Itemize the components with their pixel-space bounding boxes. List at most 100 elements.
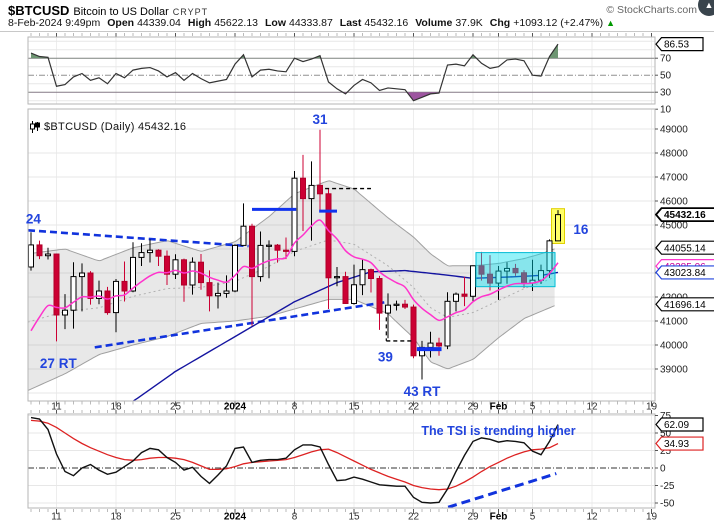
x-axis-label: Feb xyxy=(490,402,508,413)
candle-up xyxy=(427,342,434,348)
stockcharts-badge-icon: ▲ xyxy=(698,0,714,16)
rsi-axis-label: 10 xyxy=(660,105,672,116)
quote-last-value: 45432.16 xyxy=(364,17,409,29)
x-axis-label: 12 xyxy=(586,512,598,523)
price-axis-label: 39000 xyxy=(660,365,688,376)
price-axis-label: 48000 xyxy=(660,149,688,160)
tsi-line xyxy=(30,416,559,504)
candle-down xyxy=(283,249,289,252)
quote-last-label: Last xyxy=(339,17,362,29)
datetime: 8-Feb-2024 9:49pm xyxy=(8,17,101,29)
candle-up xyxy=(240,225,247,246)
quote-low-value: 44333.87 xyxy=(289,17,333,29)
annotation-27-rt: 27 RT xyxy=(40,356,78,371)
price-axis-label: 49000 xyxy=(660,125,688,136)
price-tag-shape xyxy=(654,207,714,223)
x-axis-label: 11 xyxy=(51,512,62,523)
candle-up xyxy=(62,309,68,316)
quote-line: 8-Feb-2024 9:49pm Open 44339.04 High 45622.1… xyxy=(8,17,615,29)
candlestick-chart-icon xyxy=(30,121,40,133)
candle-up xyxy=(444,300,451,347)
candle-down xyxy=(487,273,493,284)
quote-chg-label: Chg xyxy=(489,17,511,29)
x-axis-label: 22 xyxy=(408,512,420,523)
candle-up xyxy=(223,290,230,294)
price-axis-label: 41000 xyxy=(660,317,688,328)
candle-up xyxy=(28,244,34,268)
candle-down xyxy=(461,293,468,297)
candle-up xyxy=(138,252,145,258)
tsi-axis-label: -50 xyxy=(660,499,675,510)
price-tag: 43023.84 xyxy=(664,268,706,279)
candle-up xyxy=(189,261,196,286)
tsi-axis-label: 25 xyxy=(660,446,672,457)
candle-up xyxy=(291,177,298,252)
price-axis-label: 47000 xyxy=(660,173,688,184)
rsi-oversold-fill xyxy=(31,92,558,101)
tick-row-bottom xyxy=(30,509,652,514)
quote-high-label: High xyxy=(187,17,212,29)
x-axis-label: 18 xyxy=(110,402,122,413)
price-tag-shape xyxy=(655,265,714,280)
candle-down xyxy=(300,177,306,200)
x-axis-label: 11 xyxy=(51,402,62,413)
x-axis-label: 2024 xyxy=(224,512,247,523)
annotation-39: 39 xyxy=(378,349,393,364)
trendline-upper xyxy=(28,228,249,248)
x-axis-labels-mid: 11 18 25 2024 8 15 22 29 Feb 5 12 19 xyxy=(51,402,657,413)
symbol: $BTCUSD xyxy=(8,3,70,18)
exchange: CRYPT xyxy=(172,7,209,17)
candle-down xyxy=(317,184,323,195)
candle-down xyxy=(206,282,213,297)
candle-up xyxy=(555,214,561,242)
candle-up xyxy=(172,259,179,275)
quote-open-label: Open xyxy=(107,17,135,29)
x-axis-label: 2024 xyxy=(224,402,247,413)
candle-up xyxy=(495,270,502,284)
price-tag-shape xyxy=(655,297,714,312)
annotation-43-rt: 43 RT xyxy=(404,384,442,399)
price-plot-area xyxy=(28,129,565,401)
candle-up xyxy=(504,267,510,272)
candle-down xyxy=(164,255,170,275)
x-axis-label: 19 xyxy=(646,402,658,413)
rsi-value-tag: 86.53 xyxy=(664,40,689,51)
tsi-value-tag-shape xyxy=(655,436,704,451)
rsi-axis-label: 30 xyxy=(660,88,672,99)
candle-down xyxy=(342,276,349,304)
tsi-axis-label: 75 xyxy=(660,411,672,422)
pink-ma-line xyxy=(30,219,559,332)
candle-down xyxy=(53,253,60,316)
price-axis-label: 45000 xyxy=(660,221,688,232)
rsi-axis-label: 70 xyxy=(660,54,672,65)
quote-volume-value: 37.9K xyxy=(455,17,483,29)
tsi-signal-line xyxy=(30,419,559,491)
tsi-note: The TSI is trending higher xyxy=(421,424,575,438)
tsi-value-tag: 62.09 xyxy=(664,420,689,431)
x-axis-label: Feb xyxy=(490,512,508,523)
candle-up xyxy=(359,269,366,286)
x-axis-label: 22 xyxy=(408,402,420,413)
candle-up xyxy=(79,272,85,278)
band-lower-edge xyxy=(28,298,555,391)
candle-up xyxy=(266,244,272,247)
x-axis-label: 15 xyxy=(348,512,360,523)
quote-high-value: 45622.13 xyxy=(214,17,258,29)
up-triangle-icon: ▲ xyxy=(606,18,616,28)
candle-up xyxy=(215,292,221,297)
candle-down xyxy=(274,244,281,251)
candle-down xyxy=(249,225,255,278)
tsi-value-tag-shape xyxy=(655,417,704,432)
candle-up xyxy=(257,244,264,278)
candle-down xyxy=(155,249,162,257)
main-chart-label: $BTCUSD (Daily) 45432.16 xyxy=(30,121,186,133)
candle-up xyxy=(470,265,476,297)
x-axis-labels-bottom: 11 18 25 2024 8 15 22 29 Feb 5 12 19 xyxy=(51,512,657,523)
rsi-panel: 70 50 30 10 86.53 xyxy=(27,36,704,116)
consolidation-box xyxy=(475,252,556,288)
rsi-axis-label: 50 xyxy=(660,71,672,82)
quote-open-value: 44339.04 xyxy=(137,17,181,29)
tsi-axis-label: 0 xyxy=(660,464,666,475)
rsi-line xyxy=(30,43,559,102)
